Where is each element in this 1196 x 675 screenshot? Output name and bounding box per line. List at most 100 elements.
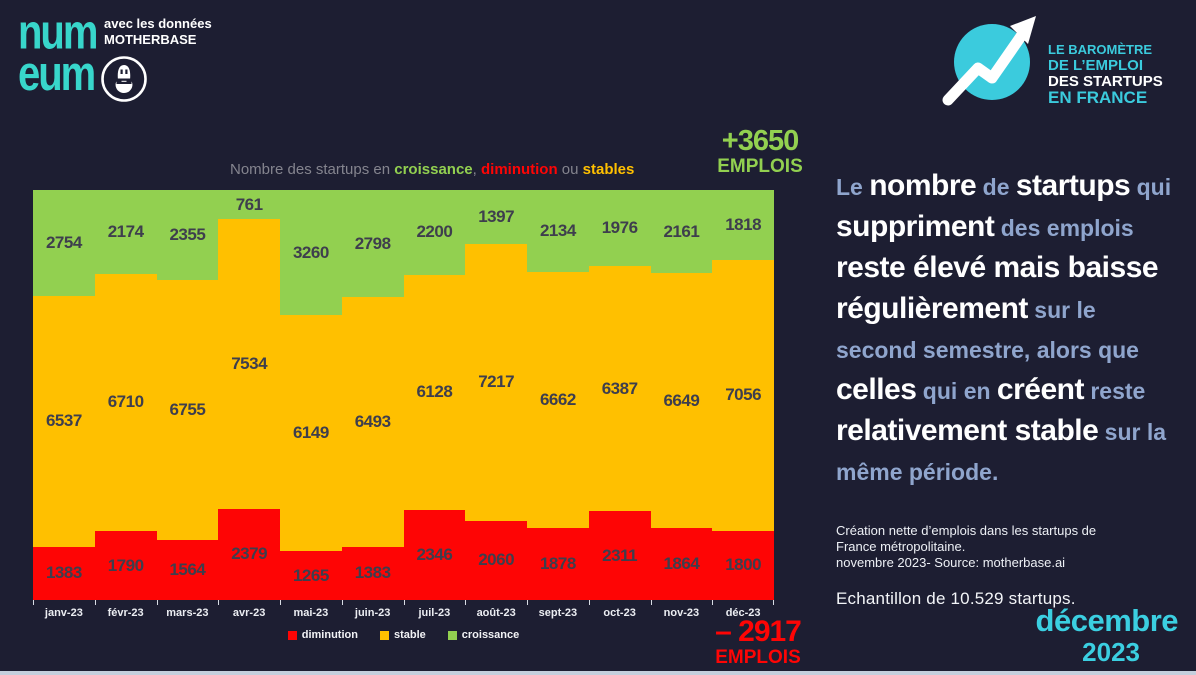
segment-croissance: 2355 [156,190,219,281]
chart-title-prefix: Nombre des startups en [230,161,395,178]
source-line2: France métropolitaine. [836,539,966,554]
legend-swatch [287,630,297,640]
segment-value-label: 1397 [478,206,515,226]
segment-diminution: 1383 [33,546,95,600]
chart-column-août-23: 1397 7217 2060 [465,190,527,600]
segment-croissance: 2174 [94,190,157,274]
segment-diminution: 1878 [527,527,589,600]
legend-label: diminution [301,629,358,641]
legend-item-stable: stable [379,629,426,641]
segment-diminution: 2379 [218,508,280,600]
segment-stable: 7534 [218,219,280,509]
segment-value-label: 1383 [45,563,82,583]
legend-label: stable [393,629,426,641]
loss-value: – 2917 [715,615,802,648]
segment-value-label: 2311 [602,545,638,565]
segment-value-label: 6649 [663,390,700,410]
segment-diminution: 1564 [156,539,219,600]
chart-column-janv-23: 2754 6537 1383 [33,190,95,600]
analysis-emphasis: régulièrement [836,292,1028,325]
gain-annotation: +3650 EMPLOIS [705,126,815,177]
analysis-line: Le nombre de startups qui [836,168,1192,209]
analysis-text: de [976,174,1016,200]
numeum-logo-line2: eum [18,47,96,102]
chart-column-sept-23: 2134 6662 1878 [527,190,589,600]
segment-value-label: 2060 [478,550,515,570]
analysis-text: Le [836,174,870,200]
analysis-text: sur le [1027,297,1096,323]
segment-diminution: 1790 [94,531,157,600]
tagline-line1: avec les données [104,16,212,31]
period-year: 2023 [1082,637,1140,667]
segment-value-label: 2161 [663,221,700,241]
segment-value-label: 1800 [725,555,762,575]
segment-value-label: 6128 [416,382,453,402]
segment-value-label: 1564 [169,559,206,579]
segment-stable: 6755 [156,280,219,540]
segment-value-label: 1976 [601,217,638,237]
chart-title-sep2: ou [557,161,583,178]
segment-croissance: 2798 [341,190,404,298]
analysis-emphasis: celles [836,373,917,406]
bottom-accent-strip [0,671,1196,675]
chart-title-stables: stables [582,161,635,178]
segment-value-label: 761 [235,194,263,214]
analysis-text: des emplois [994,215,1134,241]
analysis-text: qui en [916,378,997,404]
analysis-emphasis: relativement stable [836,414,1099,447]
segment-value-label: 6662 [539,389,576,409]
analysis-text: sur la [1098,419,1167,445]
barometre-line1: LE BAROMÈTRE [1048,42,1152,57]
source-line3: novembre 2023- Source: motherbase.ai [836,555,1066,570]
legend-label: croissance [461,629,520,641]
segment-stable: 6649 [650,273,713,529]
analysis-line: reste élevé mais baisse [836,250,1192,291]
segment-value-label: 6387 [601,378,638,398]
segment-value-label: 2174 [107,221,144,241]
month-label: févr-23 [94,600,157,624]
segment-diminution: 1800 [712,530,774,600]
segment-croissance: 761 [218,190,280,220]
chart-column-févr-23: 2174 6710 1790 [94,190,157,600]
segment-value-label: 1878 [539,553,576,573]
segment-stable: 6149 [280,315,342,552]
month-label: janv-23 [33,600,95,624]
numeum-logo: num eum [18,8,98,102]
legend-item-diminution: diminution [287,629,358,641]
chart-column-nov-23: 2161 6649 1864 [650,190,713,600]
gain-label: EMPLOIS [717,156,803,177]
source-note: Création nette d’emplois dans les startu… [836,523,1096,571]
segment-value-label: 2798 [354,233,391,253]
segment-diminution: 1383 [341,546,404,600]
segment-stable: 6537 [33,295,95,547]
sample-size-note: Echantillon de 10.529 startups. [836,589,1076,608]
chart-column-oct-23: 1976 6387 2311 [588,190,651,600]
chart-legend: diminution stable croissance [33,629,774,641]
chart-column-mars-23: 2355 6755 1564 [156,190,219,600]
segment-value-label: 2355 [169,225,206,245]
period-label: décembre 2023 [900,604,1179,667]
segment-value-label: 2379 [231,544,268,564]
loss-label: EMPLOIS [715,647,801,668]
month-label: avr-23 [218,600,280,624]
segment-value-label: 7217 [478,372,515,392]
motherbase-tagline: avec les données MOTHERBASE [104,16,212,48]
segment-diminution: 1864 [650,528,713,600]
month-axis: janv-23 févr-23 mars-23 avr-23 mai-23 juin-23… [33,600,774,624]
gain-value: +3650 [721,125,799,157]
month-label: juin-23 [341,600,404,624]
segment-value-label: 1265 [292,565,329,585]
analysis-text: reste [1083,378,1146,404]
barometre-line2: DE L’EMPLOI [1048,57,1144,74]
segment-value-label: 6537 [45,411,82,431]
analysis-paragraph: Le nombre de startups qui suppriment des … [836,168,1192,494]
analysis-line: relativement stable sur la [836,413,1192,454]
analysis-line: suppriment des emplois [836,209,1192,250]
segment-diminution: 2346 [403,509,466,600]
chart-column-juil-23: 2200 6128 2346 [403,190,466,600]
segment-diminution: 2311 [588,511,651,600]
segment-stable: 6493 [341,297,404,547]
motherbase-robot-icon [100,55,148,103]
legend-swatch [447,630,457,640]
